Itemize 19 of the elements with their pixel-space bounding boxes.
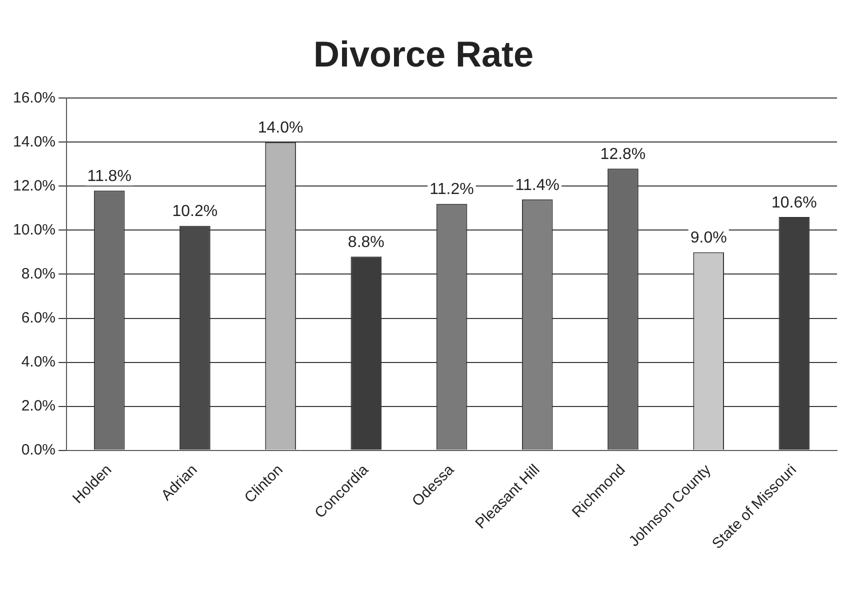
- y-tick-label: 2.0%: [21, 397, 56, 414]
- y-tick-label: 14.0%: [12, 133, 56, 150]
- y-tick-label: 8.0%: [21, 265, 56, 282]
- data-label: 14.0%: [258, 120, 304, 137]
- y-tick-label: 10.0%: [12, 221, 56, 238]
- data-label: 10.2%: [172, 203, 218, 220]
- data-label: 10.6%: [772, 194, 817, 212]
- y-tick-label: 0.0%: [21, 441, 56, 458]
- y-tick-label: 4.0%: [21, 353, 56, 370]
- data-label: 12.8%: [600, 146, 646, 164]
- data-label: 11.2%: [430, 181, 474, 198]
- chart-title: Divorce Rate: [313, 34, 534, 75]
- y-tick-label: 6.0%: [21, 309, 56, 326]
- y-tick-label: 16.0%: [12, 89, 56, 106]
- data-label: 9.0%: [690, 230, 727, 247]
- y-tick-label: 12.0%: [12, 177, 56, 194]
- data-label: 8.8%: [348, 234, 384, 252]
- data-label: 11.8%: [87, 168, 132, 186]
- data-label: 11.4%: [515, 176, 560, 194]
